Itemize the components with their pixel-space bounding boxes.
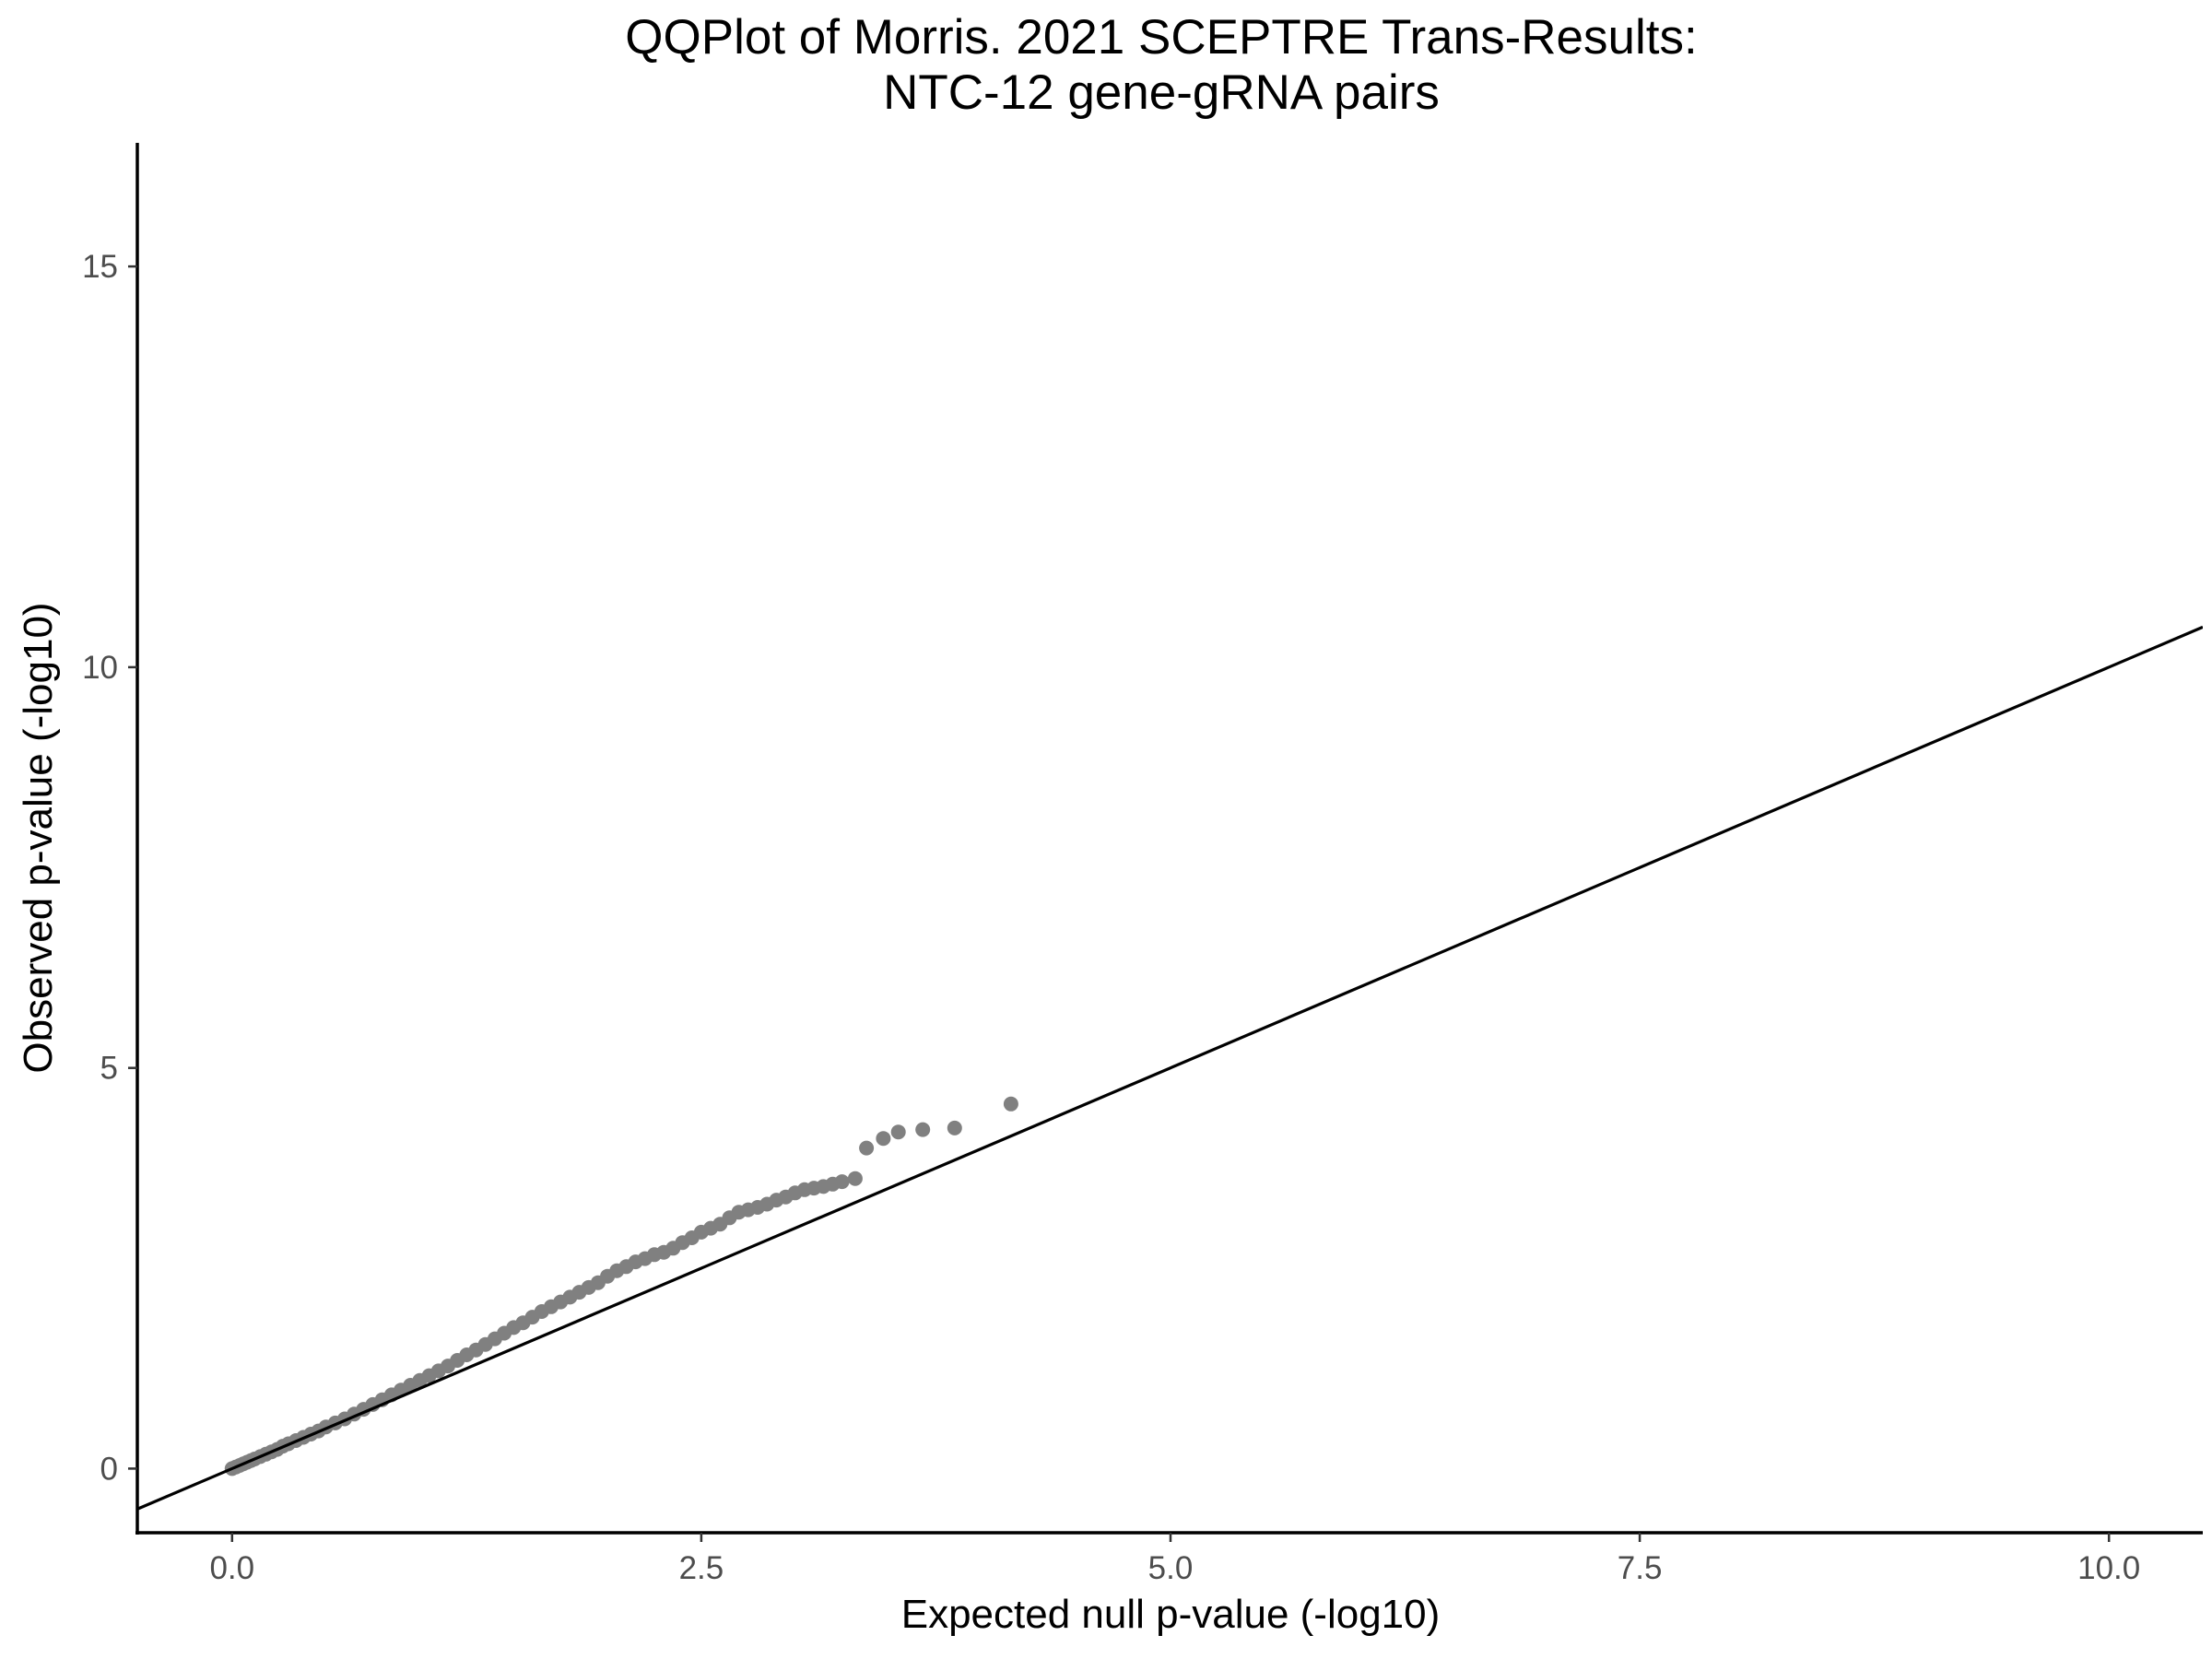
x-axis-ticks: 0.0 2.5 5.0 7.5 10.0 [209, 1533, 2140, 1586]
x-tick-label: 5.0 [1148, 1550, 1194, 1586]
x-tick-label: 2.5 [679, 1550, 724, 1586]
data-point [834, 1174, 850, 1190]
data-point [847, 1171, 863, 1186]
data-point [876, 1131, 891, 1147]
data-point [890, 1124, 906, 1140]
x-tick-label: 10.0 [2077, 1550, 2140, 1586]
y-axis-title: Observed p-value (-log10) [16, 602, 61, 1073]
x-tick-label: 0.0 [209, 1550, 254, 1586]
y-axis-ticks: 0 5 10 15 [82, 249, 137, 1487]
data-point [915, 1122, 931, 1137]
data-point [859, 1140, 875, 1156]
chart-title-line-2: NTC-12 gene-gRNA pairs [883, 65, 1440, 120]
y-tick-label: 10 [82, 650, 118, 686]
reference-line-group [138, 625, 2203, 1511]
reference-line [138, 625, 2203, 1511]
x-axis-title: Expected null p-value (-log10) [901, 1592, 1441, 1637]
data-point [1003, 1096, 1018, 1112]
y-tick-label: 5 [100, 1051, 118, 1087]
x-tick-label: 7.5 [1618, 1550, 1663, 1586]
data-point [947, 1120, 962, 1135]
chart-title-line-1: QQPlot of Morris. 2021 SCEPTRE Trans-Res… [625, 10, 1697, 65]
y-tick-label: 15 [82, 249, 118, 285]
y-tick-label: 0 [100, 1451, 118, 1487]
